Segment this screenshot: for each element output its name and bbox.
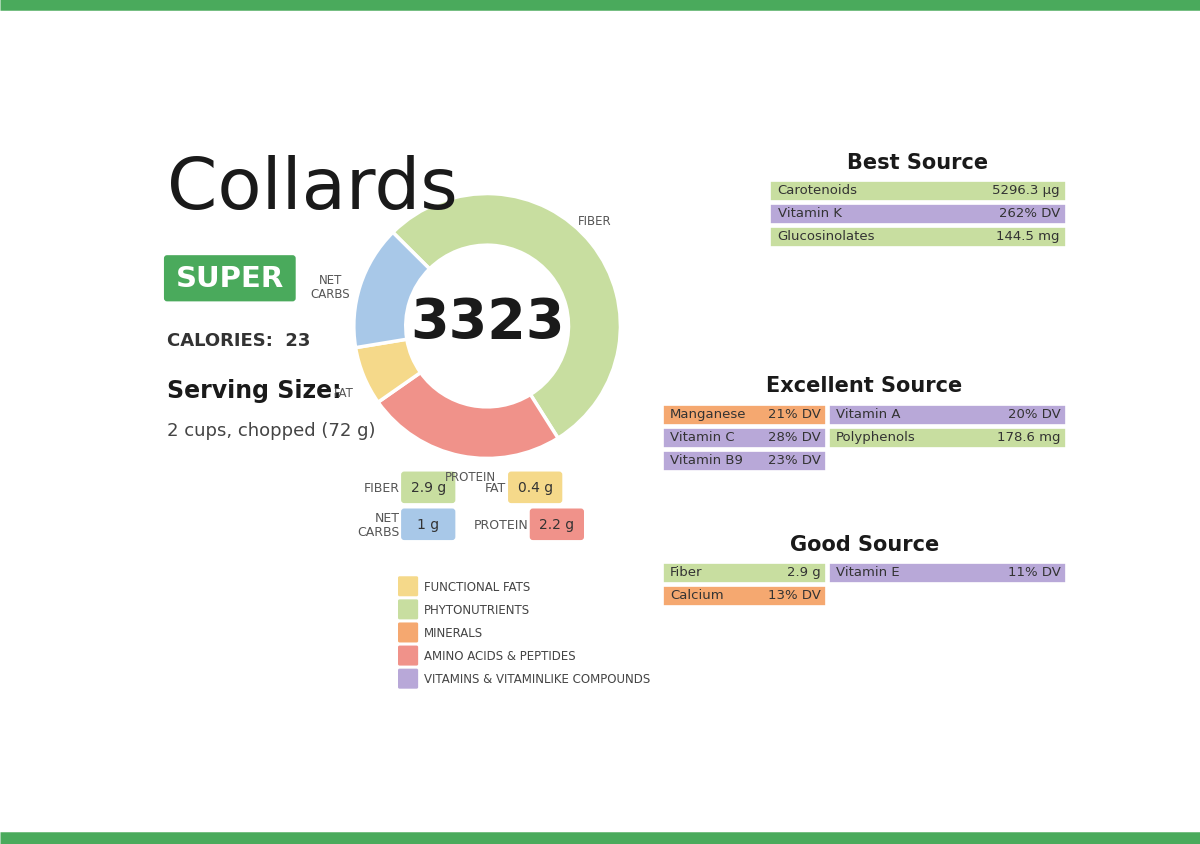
Text: Manganese: Manganese bbox=[670, 407, 746, 420]
Text: 28% DV: 28% DV bbox=[768, 430, 821, 443]
Wedge shape bbox=[378, 373, 558, 459]
Text: MINERALS: MINERALS bbox=[425, 626, 484, 639]
Text: NET
CARBS: NET CARBS bbox=[311, 273, 350, 300]
FancyBboxPatch shape bbox=[398, 646, 418, 666]
Text: FAT: FAT bbox=[334, 386, 354, 399]
Text: Vitamin C: Vitamin C bbox=[670, 430, 734, 443]
Text: Excellent Source: Excellent Source bbox=[767, 376, 962, 396]
FancyBboxPatch shape bbox=[829, 428, 1066, 448]
FancyBboxPatch shape bbox=[664, 405, 826, 425]
Text: 2 cups, chopped (72 g): 2 cups, chopped (72 g) bbox=[167, 422, 376, 440]
Text: Calcium: Calcium bbox=[670, 588, 724, 602]
Text: 20% DV: 20% DV bbox=[1008, 407, 1061, 420]
Text: NET
CARBS: NET CARBS bbox=[358, 511, 400, 538]
FancyBboxPatch shape bbox=[398, 576, 418, 597]
FancyBboxPatch shape bbox=[664, 452, 826, 471]
FancyBboxPatch shape bbox=[770, 205, 1066, 225]
Text: Serving Size:: Serving Size: bbox=[167, 378, 342, 402]
FancyBboxPatch shape bbox=[398, 623, 418, 643]
FancyBboxPatch shape bbox=[398, 599, 418, 619]
Text: 178.6 mg: 178.6 mg bbox=[997, 430, 1061, 443]
Text: Best Source: Best Source bbox=[847, 153, 989, 173]
Text: SUPER: SUPER bbox=[175, 264, 284, 293]
Text: Fiber: Fiber bbox=[670, 565, 702, 578]
FancyBboxPatch shape bbox=[164, 256, 295, 302]
Text: Carotenoids: Carotenoids bbox=[778, 184, 858, 197]
FancyBboxPatch shape bbox=[508, 472, 563, 504]
Text: 2.9 g: 2.9 g bbox=[410, 481, 446, 495]
FancyBboxPatch shape bbox=[664, 564, 826, 583]
Text: Collards: Collards bbox=[167, 155, 458, 224]
Text: FUNCTIONAL FATS: FUNCTIONAL FATS bbox=[425, 580, 530, 593]
Text: Glucosinolates: Glucosinolates bbox=[778, 230, 875, 243]
Text: 262% DV: 262% DV bbox=[998, 207, 1060, 220]
Text: 144.5 mg: 144.5 mg bbox=[996, 230, 1060, 243]
Wedge shape bbox=[392, 194, 620, 439]
Text: FAT: FAT bbox=[485, 481, 506, 495]
Text: 5296.3 μg: 5296.3 μg bbox=[992, 184, 1060, 197]
Text: Vitamin E: Vitamin E bbox=[836, 565, 900, 578]
Text: 1 g: 1 g bbox=[418, 517, 439, 532]
Text: Vitamin B9: Vitamin B9 bbox=[670, 453, 743, 466]
Text: FIBER: FIBER bbox=[364, 481, 400, 495]
FancyBboxPatch shape bbox=[398, 668, 418, 689]
Text: 11% DV: 11% DV bbox=[1008, 565, 1061, 578]
FancyBboxPatch shape bbox=[664, 428, 826, 448]
Wedge shape bbox=[354, 233, 430, 349]
FancyBboxPatch shape bbox=[664, 587, 826, 607]
Text: PHYTONUTRIENTS: PHYTONUTRIENTS bbox=[425, 603, 530, 616]
Text: 21% DV: 21% DV bbox=[768, 407, 821, 420]
Text: Good Source: Good Source bbox=[790, 534, 940, 555]
Text: CALORIES:  23: CALORIES: 23 bbox=[167, 332, 311, 350]
Text: AMINO ACIDS & PEPTIDES: AMINO ACIDS & PEPTIDES bbox=[425, 649, 576, 663]
Text: 2.2 g: 2.2 g bbox=[539, 517, 575, 532]
Text: VITAMINS & VITAMINLIKE COMPOUNDS: VITAMINS & VITAMINLIKE COMPOUNDS bbox=[425, 673, 650, 685]
Wedge shape bbox=[355, 340, 420, 403]
FancyBboxPatch shape bbox=[401, 472, 455, 504]
FancyBboxPatch shape bbox=[829, 564, 1066, 583]
Text: 3323: 3323 bbox=[410, 295, 564, 349]
Text: 13% DV: 13% DV bbox=[768, 588, 821, 602]
Text: FIBER: FIBER bbox=[577, 215, 611, 228]
Text: Polyphenols: Polyphenols bbox=[836, 430, 916, 443]
Text: 2.9 g: 2.9 g bbox=[787, 565, 821, 578]
Text: 23% DV: 23% DV bbox=[768, 453, 821, 466]
FancyBboxPatch shape bbox=[829, 405, 1066, 425]
Text: PROTEIN: PROTEIN bbox=[445, 471, 496, 484]
Text: Vitamin K: Vitamin K bbox=[778, 207, 841, 220]
Text: PROTEIN: PROTEIN bbox=[474, 518, 528, 531]
FancyBboxPatch shape bbox=[770, 228, 1066, 248]
FancyBboxPatch shape bbox=[529, 509, 584, 540]
FancyBboxPatch shape bbox=[770, 182, 1066, 202]
Text: Vitamin A: Vitamin A bbox=[836, 407, 900, 420]
FancyBboxPatch shape bbox=[401, 509, 455, 540]
Text: 0.4 g: 0.4 g bbox=[517, 481, 553, 495]
